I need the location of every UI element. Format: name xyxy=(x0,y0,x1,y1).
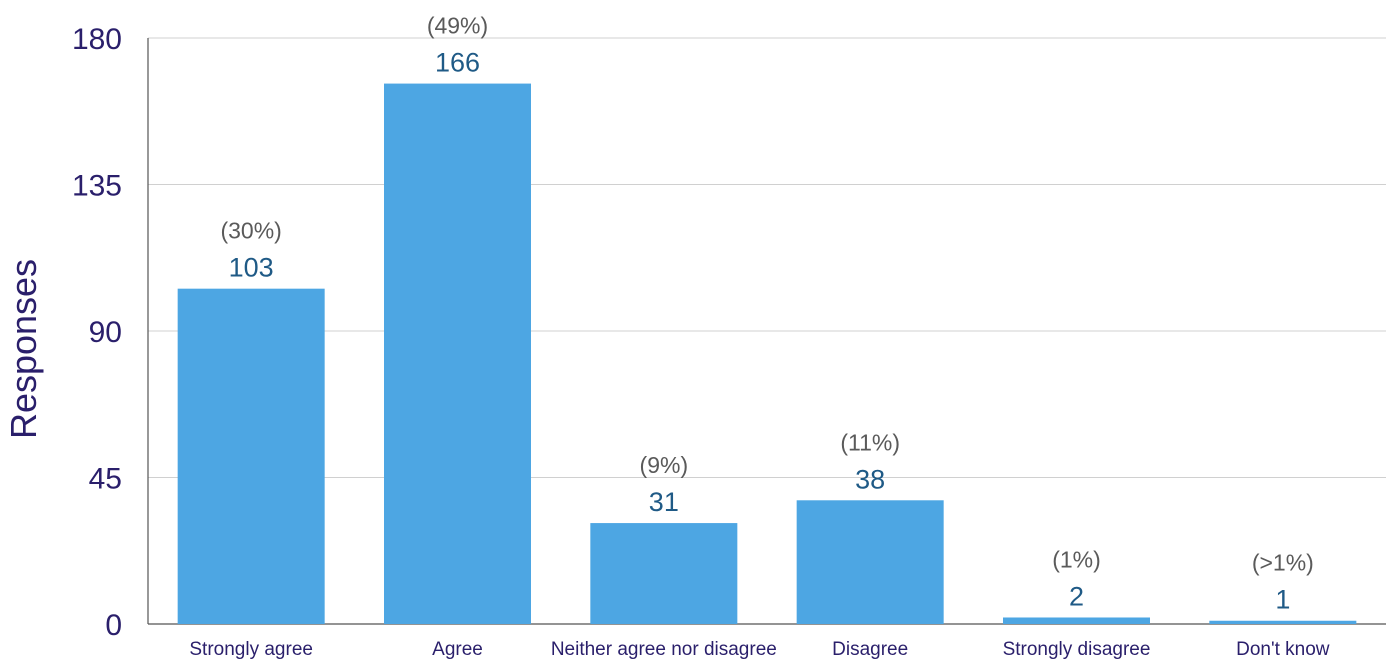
bar xyxy=(1209,620,1357,624)
bar-labels: 103 (30%) 166 (49%) 31 (9%) 38 (11%) 2 (1%) 1 (>1%) xyxy=(220,13,1313,615)
bar xyxy=(177,288,325,624)
bar-value-label: 31 xyxy=(649,487,679,517)
bar-value-label: 38 xyxy=(855,464,885,494)
bar xyxy=(1003,617,1150,624)
x-category-label: Strongly agree xyxy=(189,639,313,660)
bar-percent-label: (1%) xyxy=(1052,546,1101,572)
bar xyxy=(590,523,738,624)
bar-percent-label: (>1%) xyxy=(1252,550,1314,576)
bar-percent-label: (11%) xyxy=(840,429,900,455)
y-tick-label: 45 xyxy=(89,463,122,496)
bar-value-label: 166 xyxy=(435,48,480,78)
bars xyxy=(177,83,1357,625)
x-category-label: Strongly disagree xyxy=(1003,639,1151,660)
x-axis-categories: Strongly agree Agree Neither agree nor dis… xyxy=(189,639,1329,660)
bar-percent-label: (30%) xyxy=(220,218,281,244)
bar xyxy=(796,500,944,624)
y-tick-label: 90 xyxy=(89,316,122,349)
gridlines xyxy=(148,37,1386,478)
y-axis-ticks: 0 45 90 135 180 xyxy=(72,23,122,642)
x-category-label: Agree xyxy=(432,639,483,660)
x-category-label: Disagree xyxy=(832,639,908,660)
y-tick-label: 0 xyxy=(105,609,122,642)
bar-percent-label: (49%) xyxy=(427,13,488,39)
y-tick-label: 180 xyxy=(72,23,122,56)
y-axis-title: Responses xyxy=(3,259,44,439)
bar-value-label: 103 xyxy=(229,253,274,283)
x-category-label: Neither agree nor disagree xyxy=(551,639,777,660)
bar-value-label: 1 xyxy=(1275,585,1290,615)
bar-percent-label: (9%) xyxy=(640,452,689,478)
bar-value-label: 2 xyxy=(1069,581,1084,611)
y-tick-label: 135 xyxy=(72,170,122,203)
x-category-label: Don't know xyxy=(1236,639,1330,660)
bar xyxy=(384,83,531,625)
